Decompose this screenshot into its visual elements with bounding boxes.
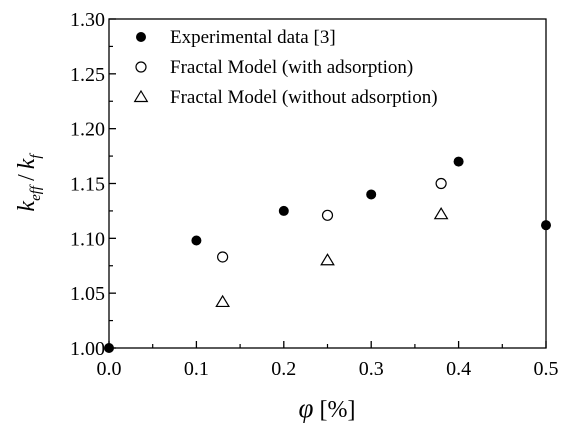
x-tick-label: 0.5 — [534, 358, 559, 380]
y-tick-label: 1.15 — [70, 174, 105, 196]
y-tick-label: 1.30 — [70, 9, 105, 31]
legend-label: Experimental data [3] — [170, 27, 336, 48]
x-axis-title: φ [%] — [299, 393, 356, 423]
y-axis-k-eff: k — [14, 201, 40, 212]
data-point-filled-circle — [104, 343, 114, 353]
y-tick-label: 1.05 — [70, 283, 105, 305]
x-axis-symbol: φ — [299, 393, 314, 423]
x-axis-unit: [%] — [319, 397, 355, 423]
legend-marker-open-triangle — [133, 89, 149, 103]
x-tick-label: 0.1 — [184, 358, 209, 380]
data-point-open-circle — [321, 209, 334, 221]
y-tick-label: 1.00 — [70, 338, 105, 360]
data-marks — [104, 156, 551, 353]
data-point-filled-circle — [453, 156, 464, 167]
data-point-filled-circle — [366, 189, 377, 200]
data-point-open-triangle — [433, 207, 449, 220]
y-axis-k-f: k — [14, 158, 40, 169]
y-tick-label: 1.20 — [70, 119, 105, 141]
y-tick-label: 1.10 — [70, 228, 105, 250]
legend-label: Fractal Model (without adsorption) — [170, 87, 438, 108]
data-point-open-triangle — [215, 294, 230, 308]
data-point-open-circle — [435, 177, 447, 190]
y-axis-slash: / — [14, 174, 40, 181]
data-point-filled-circle — [278, 205, 289, 216]
data-point-open-circle — [217, 251, 229, 263]
legend-marker-open-circle — [135, 61, 147, 73]
y-axis-sub-f: f — [28, 153, 44, 159]
data-point-open-triangle — [320, 253, 335, 266]
legend: Experimental data [3] Fractal Model (with… — [133, 27, 438, 108]
y-axis-title: keff/kf — [14, 153, 44, 212]
data-point-filled-circle — [541, 220, 551, 231]
x-tick-label: 0.2 — [271, 358, 296, 380]
y-axis-sub-eff: eff — [28, 184, 44, 201]
x-tick-label: 0.4 — [446, 358, 471, 380]
legend-marker-filled-circle — [136, 32, 146, 42]
x-tick-label: 0.0 — [97, 358, 122, 380]
x-axis: 0.0 0.1 0.2 0.3 0.4 0.5 — [97, 341, 559, 380]
data-point-filled-circle — [191, 235, 202, 246]
legend-label: Fractal Model (with adsorption) — [170, 57, 413, 78]
y-tick-label: 1.25 — [70, 64, 105, 86]
x-tick-label: 0.3 — [359, 358, 384, 380]
